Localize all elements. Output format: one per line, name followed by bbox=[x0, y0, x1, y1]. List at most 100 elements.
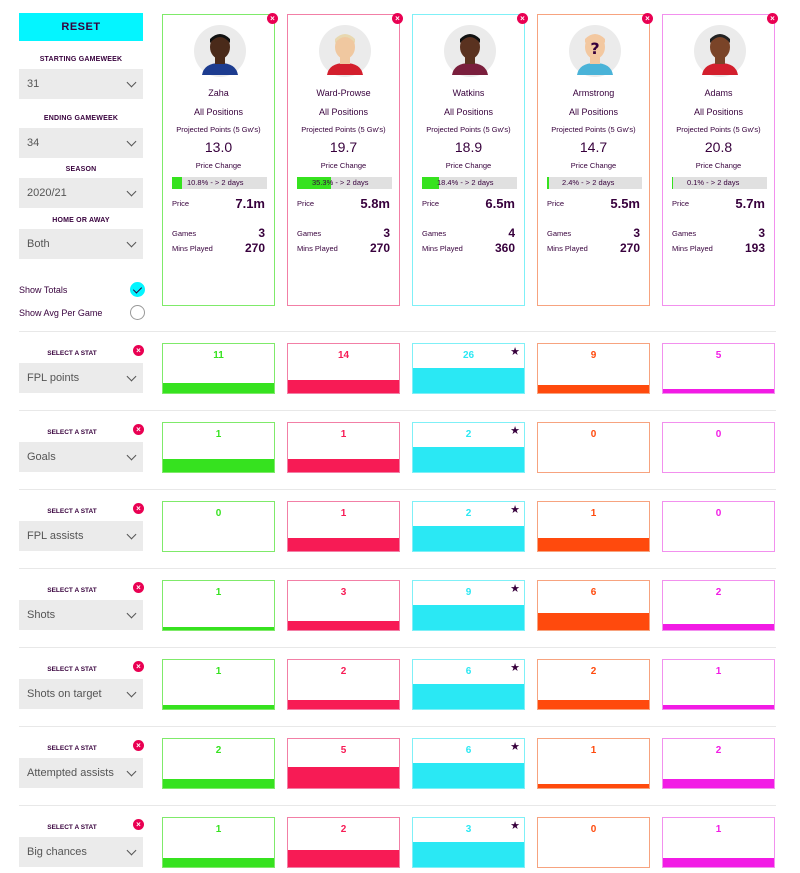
select-stat-label: SELECT A STAT bbox=[47, 666, 97, 673]
stat-cell: 3 bbox=[287, 580, 400, 631]
stat-bar bbox=[163, 626, 274, 630]
ending-gameweek-select[interactable]: 34 bbox=[19, 128, 143, 158]
stat-value: 0 bbox=[715, 429, 722, 440]
remove-stat-icon[interactable]: × bbox=[133, 345, 144, 356]
stat-bar bbox=[288, 380, 399, 393]
stat-select[interactable]: Goals bbox=[19, 442, 143, 472]
projected-points-value: 14.7 bbox=[579, 139, 608, 155]
show-totals-toggle[interactable]: Show Totals bbox=[19, 282, 145, 297]
starting-gameweek-select[interactable]: 31 bbox=[19, 69, 143, 99]
player-name: Armstrong bbox=[572, 88, 615, 98]
player-name: Adams bbox=[704, 88, 733, 98]
stat-cell: 2 bbox=[662, 738, 775, 789]
stat-bar bbox=[413, 525, 524, 551]
star-icon: ★ bbox=[510, 820, 520, 832]
chevron-down-icon bbox=[126, 766, 137, 776]
remove-stat-icon[interactable]: × bbox=[133, 819, 144, 830]
stat-value: 1 bbox=[215, 824, 222, 835]
projected-points-label: Projected Points (5 Gw's) bbox=[301, 125, 386, 134]
stat-bar bbox=[663, 704, 774, 709]
stat-value: 1 bbox=[715, 666, 722, 677]
remove-stat-icon[interactable]: × bbox=[133, 503, 144, 514]
remove-player-icon[interactable]: × bbox=[767, 13, 778, 24]
player-position: All Positions bbox=[193, 107, 244, 117]
player-avatar-icon bbox=[194, 25, 246, 77]
player-position: All Positions bbox=[318, 107, 369, 117]
remove-player-icon[interactable]: × bbox=[267, 13, 278, 24]
remove-player-icon[interactable]: × bbox=[392, 13, 403, 24]
stat-cell: 2 ★ bbox=[412, 422, 525, 473]
season-select[interactable]: 2020/21 bbox=[19, 178, 143, 208]
remove-stat-icon[interactable]: × bbox=[133, 740, 144, 751]
chevron-down-icon bbox=[126, 371, 137, 381]
row-divider bbox=[19, 805, 776, 806]
price-label: Price bbox=[297, 199, 315, 208]
price-change-bar: 35.3% - > 2 days bbox=[297, 177, 392, 189]
checkmark-icon[interactable] bbox=[130, 282, 145, 297]
remove-stat-icon[interactable]: × bbox=[133, 661, 144, 672]
projected-points-label: Projected Points (5 Gw's) bbox=[176, 125, 261, 134]
mins-played-label: Mins Played bbox=[547, 244, 588, 253]
select-stat-label: SELECT A STAT bbox=[47, 508, 97, 515]
ending-gameweek-value: 34 bbox=[27, 137, 40, 149]
stat-value: 2 bbox=[465, 508, 472, 519]
price-change-bar: 18.4% - > 2 days bbox=[422, 177, 517, 189]
games-value: 3 bbox=[758, 226, 765, 240]
stat-cell: 0 bbox=[537, 817, 650, 868]
projected-points-value: 19.7 bbox=[329, 139, 358, 155]
price-label: Price bbox=[422, 199, 440, 208]
player-card-watkins: × Watkins All Positions Projected Points… bbox=[412, 13, 528, 306]
stat-select[interactable]: FPL points bbox=[19, 363, 143, 393]
stat-select-value: Shots on target bbox=[27, 688, 102, 700]
mins-played-value: 270 bbox=[369, 241, 390, 255]
stat-select[interactable]: FPL assists bbox=[19, 521, 143, 551]
home-away-value: Both bbox=[27, 238, 50, 250]
stat-cell: 1 bbox=[162, 422, 275, 473]
svg-text:?: ? bbox=[590, 39, 599, 58]
stat-cell: 6 ★ bbox=[412, 659, 525, 710]
player-position: All Positions bbox=[693, 107, 744, 117]
home-away-select[interactable]: Both bbox=[19, 229, 143, 259]
remove-stat-icon[interactable]: × bbox=[133, 582, 144, 593]
show-avg-toggle[interactable]: Show Avg Per Game bbox=[19, 305, 145, 320]
stat-bar bbox=[163, 779, 274, 788]
stat-select[interactable]: Shots on target bbox=[19, 679, 143, 709]
stat-bar bbox=[663, 388, 774, 393]
games-label: Games bbox=[297, 229, 322, 238]
remove-player-icon[interactable]: × bbox=[642, 13, 653, 24]
price-change-text: 35.3% - > 2 days bbox=[312, 178, 369, 187]
stat-bar bbox=[663, 624, 774, 630]
stat-select[interactable]: Attempted assists bbox=[19, 758, 143, 788]
stat-select[interactable]: Big chances bbox=[19, 837, 143, 867]
radio-empty-icon[interactable] bbox=[130, 305, 145, 320]
chevron-down-icon bbox=[126, 450, 137, 460]
ending-gameweek-label: ENDING GAMEWEEK bbox=[43, 115, 119, 122]
price-value: 7.1m bbox=[235, 196, 265, 211]
row-divider bbox=[19, 410, 776, 411]
price-change-fill bbox=[547, 177, 550, 189]
price-label: Price bbox=[172, 199, 190, 208]
stat-bar bbox=[163, 459, 274, 472]
stat-bar bbox=[538, 538, 649, 551]
stat-select[interactable]: Shots bbox=[19, 600, 143, 630]
player-avatar-icon: ? bbox=[569, 25, 621, 77]
stat-cell: 2 bbox=[287, 817, 400, 868]
stat-select-value: Goals bbox=[27, 451, 56, 463]
stat-cell: 2 bbox=[662, 580, 775, 631]
stat-cell: 2 bbox=[537, 659, 650, 710]
reset-button[interactable]: RESET bbox=[19, 13, 143, 41]
chevron-down-icon bbox=[126, 136, 137, 146]
remove-stat-icon[interactable]: × bbox=[133, 424, 144, 435]
mins-played-label: Mins Played bbox=[672, 244, 713, 253]
games-label: Games bbox=[547, 229, 572, 238]
chevron-down-icon bbox=[126, 186, 137, 196]
stat-bar bbox=[413, 762, 524, 788]
chevron-down-icon bbox=[126, 687, 137, 697]
stat-value: 2 bbox=[340, 666, 347, 677]
stat-value: 2 bbox=[465, 429, 472, 440]
stat-value: 0 bbox=[715, 508, 722, 519]
stat-value: 1 bbox=[590, 508, 597, 519]
remove-player-icon[interactable]: × bbox=[517, 13, 528, 24]
select-stat-label: SELECT A STAT bbox=[47, 824, 97, 831]
season-label: SEASON bbox=[65, 166, 97, 173]
